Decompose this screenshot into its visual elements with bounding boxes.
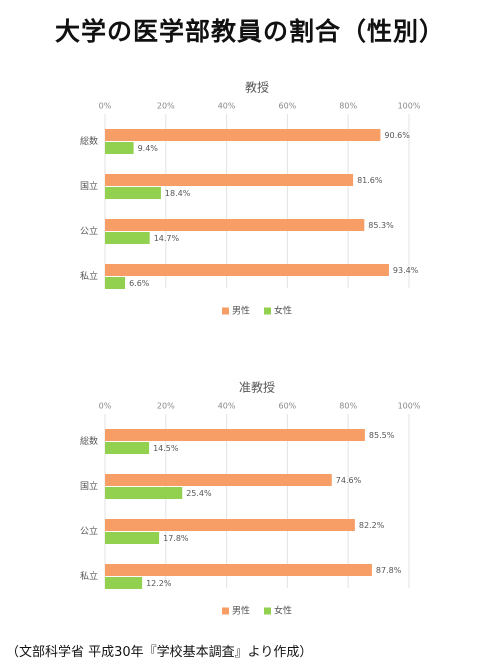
category-label: 総数 bbox=[80, 135, 98, 147]
data-label: 14.7% bbox=[154, 234, 180, 243]
professor-chart: 教授 0% 20% 40% 60% 80% 100% 総数 90.6% 9.4% 国立 81.6% 18… bbox=[80, 80, 421, 317]
bar-male bbox=[105, 474, 332, 486]
legend-swatch bbox=[222, 307, 229, 315]
data-label: 85.3% bbox=[368, 221, 394, 230]
x-tick-label: 60% bbox=[279, 402, 297, 411]
bar-female bbox=[105, 577, 143, 589]
legend-label: 女性 bbox=[274, 305, 292, 317]
x-tick-label: 80% bbox=[339, 102, 357, 111]
bar-male bbox=[105, 519, 355, 531]
bar-female bbox=[105, 187, 161, 199]
chart-title: 准教授 bbox=[239, 380, 275, 395]
x-tick-label: 60% bbox=[279, 102, 297, 111]
x-tick-label: 20% bbox=[157, 102, 175, 111]
data-label: 87.8% bbox=[376, 566, 402, 575]
x-tick-label: 40% bbox=[218, 402, 236, 411]
category-label: 国立 bbox=[80, 480, 98, 492]
x-tick-label: 0% bbox=[99, 102, 112, 111]
data-label: 14.5% bbox=[153, 444, 179, 453]
x-tick-label: 0% bbox=[99, 402, 112, 411]
bar-male bbox=[105, 129, 381, 141]
data-label: 85.5% bbox=[369, 431, 395, 440]
bar-male bbox=[105, 429, 365, 441]
bar-female bbox=[105, 487, 183, 499]
category-label: 総数 bbox=[80, 435, 98, 447]
x-tick-label: 40% bbox=[218, 102, 236, 111]
x-tick-label: 80% bbox=[339, 402, 357, 411]
chart-title: 教授 bbox=[245, 80, 269, 95]
data-label: 6.6% bbox=[129, 279, 150, 288]
legend-swatch bbox=[222, 607, 229, 615]
data-label: 25.4% bbox=[186, 489, 212, 498]
data-label: 9.4% bbox=[138, 144, 159, 153]
bar-male bbox=[105, 219, 365, 231]
data-label: 82.2% bbox=[359, 521, 385, 530]
legend-label: 女性 bbox=[274, 605, 292, 617]
bar-female bbox=[105, 142, 134, 154]
x-tick-label: 100% bbox=[398, 402, 421, 411]
data-label: 12.2% bbox=[146, 579, 172, 588]
category-label: 公立 bbox=[80, 525, 98, 537]
legend-label: 男性 bbox=[232, 305, 250, 317]
associate-professor-chart: 准教授 0% 20% 40% 60% 80% 100% 総数 85.5% 14.5% 国立 74.6%… bbox=[80, 380, 421, 617]
bar-female bbox=[105, 232, 150, 244]
page-title: 大学の医学部教員の割合（性別） bbox=[54, 17, 445, 46]
x-tick-label: 100% bbox=[398, 102, 421, 111]
bar-female bbox=[105, 532, 160, 544]
x-tick-label: 20% bbox=[157, 402, 175, 411]
category-label: 私立 bbox=[80, 270, 98, 282]
legend-label: 男性 bbox=[232, 605, 250, 617]
category-label: 私立 bbox=[80, 570, 98, 582]
source-note: （文部科学省 平成30年『学校基本調査』より作成） bbox=[6, 645, 313, 660]
legend-swatch bbox=[264, 307, 271, 315]
data-label: 93.4% bbox=[393, 266, 419, 275]
data-label: 17.8% bbox=[163, 534, 189, 543]
bar-female bbox=[105, 442, 150, 454]
bar-male bbox=[105, 264, 389, 276]
data-label: 74.6% bbox=[336, 476, 362, 485]
legend-swatch bbox=[264, 607, 271, 615]
category-label: 国立 bbox=[80, 180, 98, 192]
category-label: 公立 bbox=[80, 225, 98, 237]
bar-male bbox=[105, 174, 354, 186]
bar-male bbox=[105, 564, 372, 576]
data-label: 90.6% bbox=[384, 131, 410, 140]
data-label: 18.4% bbox=[165, 189, 191, 198]
data-label: 81.6% bbox=[357, 176, 383, 185]
bar-female bbox=[105, 277, 126, 289]
